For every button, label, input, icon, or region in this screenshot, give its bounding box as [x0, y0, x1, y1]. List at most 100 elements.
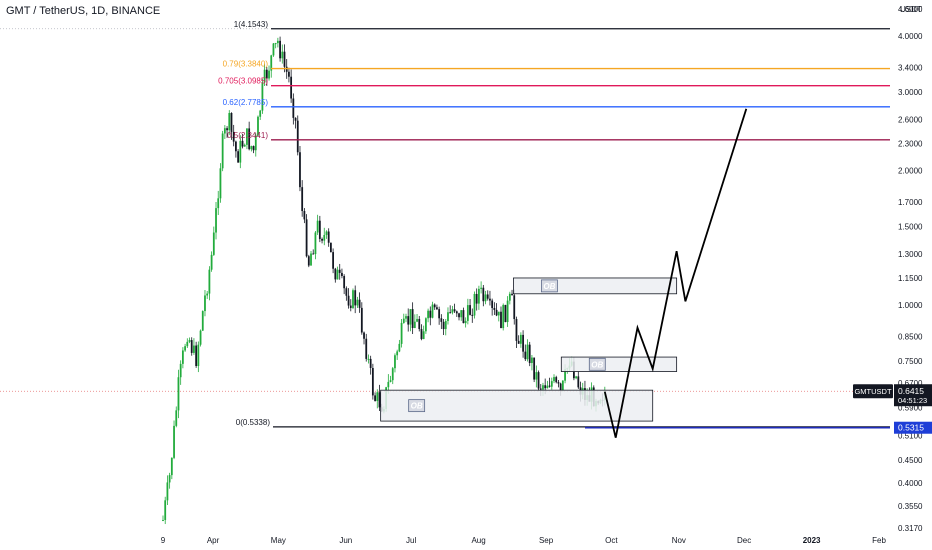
candle-body — [254, 135, 257, 151]
y-tick-label: 1.0000 — [898, 301, 923, 310]
candle-body — [301, 187, 304, 212]
candle-body — [265, 69, 268, 79]
candle-body — [170, 457, 173, 476]
candle-body — [559, 383, 562, 391]
candle-body — [212, 232, 215, 255]
candle-body — [193, 345, 195, 353]
candle-body — [515, 319, 518, 341]
fib-level-label: 0(0.5338) — [236, 418, 271, 427]
candle-body — [305, 219, 308, 257]
y-tick-label: 0.4000 — [898, 479, 923, 488]
candle-body — [334, 268, 337, 280]
y-tick-label: 2.3000 — [898, 139, 923, 148]
grid — [0, 28, 890, 392]
candle-body — [438, 309, 441, 319]
candle-body — [524, 351, 527, 360]
candle-body — [329, 242, 332, 253]
candle-body — [394, 355, 396, 369]
candle-body — [506, 300, 509, 323]
candle-body — [299, 152, 301, 188]
order-block-label: OB — [411, 402, 423, 411]
price-tag-value: 0.6415 — [898, 386, 924, 396]
candle-body — [250, 146, 253, 150]
candle-body — [550, 381, 553, 387]
candle-body — [367, 358, 370, 360]
candle-body — [181, 350, 184, 364]
candle-body — [332, 252, 335, 269]
candle-body — [323, 234, 326, 241]
y-tick-label: 1.3000 — [898, 250, 923, 259]
candle-body — [420, 329, 423, 340]
candle-body — [338, 269, 341, 273]
candle-body — [217, 198, 220, 209]
symbol-tag — [853, 384, 893, 399]
x-tick-label: Oct — [605, 536, 618, 545]
candle-body — [208, 269, 211, 294]
candle-body — [223, 128, 226, 134]
candle-body — [511, 293, 513, 296]
fib-level-label: 1(4.1543) — [234, 20, 269, 29]
candle-body — [387, 381, 390, 388]
candle-body — [449, 312, 452, 314]
order-block-label-bg — [408, 399, 426, 413]
candle-body — [168, 475, 171, 483]
time-axis: 9 Apr May Jun Jul Aug Sep Oct Nov Dec 2023 Feb — [161, 536, 887, 545]
candle-body — [531, 357, 533, 364]
candle-body — [221, 133, 224, 169]
candle-body — [561, 380, 564, 391]
candle-body — [469, 305, 471, 315]
candle-body — [480, 287, 483, 289]
x-tick-label: Jun — [339, 536, 352, 545]
x-tick-label: Jul — [406, 536, 416, 545]
candle-body — [519, 334, 522, 344]
candle-body — [427, 310, 429, 319]
candle-body — [199, 330, 202, 345]
candle-body — [360, 307, 363, 333]
support-tag — [894, 421, 932, 434]
candle-body — [204, 295, 206, 312]
y-tick-label: 4.0000 — [898, 32, 923, 41]
candle-body — [276, 40, 279, 44]
candle-body — [241, 140, 244, 147]
order-block-label: OB — [543, 282, 555, 291]
candle-body — [451, 309, 454, 313]
candle-body — [237, 151, 240, 163]
candle-body — [535, 372, 538, 380]
candle-body — [261, 82, 264, 111]
candle-body — [294, 117, 297, 121]
candle-body — [190, 340, 193, 353]
candle-body — [341, 272, 343, 277]
y-tick-label: 0.6700 — [898, 379, 923, 388]
candle-body — [513, 295, 516, 320]
candle-body — [371, 368, 374, 396]
y-tick-label: 0.7500 — [898, 357, 923, 366]
candle-body — [436, 307, 438, 310]
candle-body — [318, 220, 321, 239]
candle-body — [422, 331, 425, 340]
y-tick-label: 0.5900 — [898, 403, 923, 412]
candle-body — [539, 388, 542, 390]
candle-body — [358, 299, 361, 308]
y-tick-label: 2.0000 — [898, 167, 923, 176]
y-tick-label: 0.3550 — [898, 502, 923, 511]
candle-body — [248, 128, 251, 150]
candle-body — [548, 385, 551, 387]
y-tick-label: 4.6000 — [898, 5, 923, 14]
candle-body — [528, 344, 531, 364]
candle-body — [356, 299, 359, 306]
fib-level-label: 0.5(2.3441) — [227, 131, 268, 140]
candle-body — [405, 316, 407, 319]
candle-body — [411, 309, 414, 328]
candle-body — [321, 238, 323, 241]
candle-body — [290, 76, 293, 99]
candle-body — [431, 304, 434, 318]
candle-body — [215, 208, 217, 233]
candle-body — [391, 368, 394, 381]
candle-body — [555, 377, 558, 383]
candle-body — [546, 385, 549, 389]
candle-body — [259, 110, 262, 117]
candle-body — [352, 290, 354, 308]
candle-body — [186, 341, 189, 347]
candle-body — [542, 385, 544, 390]
